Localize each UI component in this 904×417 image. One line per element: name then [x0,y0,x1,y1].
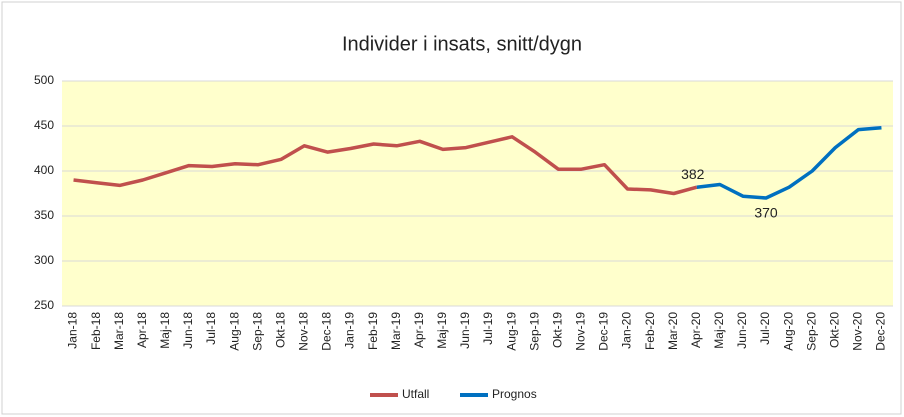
x-tick-label: Feb-18 [89,312,103,350]
x-tick-label: Maj-19 [435,312,449,349]
x-tick-label: Jul-18 [204,312,218,345]
legend-label: Utfall [402,387,429,401]
x-tick-label: Jun-20 [735,312,749,349]
x-tick-label: Okt-18 [273,312,287,348]
plot-area [62,81,893,306]
x-tick-label: Nov-18 [297,312,311,351]
x-tick-label: Apr-19 [412,312,426,348]
legend-label: Prognos [492,387,537,401]
y-tick-label: 500 [34,73,54,87]
x-tick-label: Dec-20 [874,312,888,351]
x-tick-label: Nov-20 [851,312,865,351]
x-tick-label: Okt-19 [550,312,564,348]
x-tick-label: Jun-19 [458,312,472,349]
x-tick-label: Feb-20 [643,312,657,350]
x-tick-label: Jan-18 [66,312,80,349]
x-tick-label: Jul-20 [758,312,772,345]
y-tick-label: 350 [34,208,54,222]
y-tick-label: 300 [34,253,54,267]
x-tick-label: Feb-19 [366,312,380,350]
x-tick-label: Jun-18 [181,312,195,349]
data-label: 382 [681,166,705,182]
y-tick-label: 450 [34,118,54,132]
series-line [73,135,698,196]
y-tick-label: 250 [34,298,54,312]
x-tick-label: Jan-19 [343,312,357,349]
x-tick-label: Okt-20 [827,312,841,348]
series-line [696,126,882,200]
x-tick-label: Dec-19 [597,312,611,351]
x-tick-label: Mar-20 [666,312,680,350]
x-tick-label: Sep-20 [804,312,818,351]
x-tick-label: Mar-19 [389,312,403,350]
chart-title: Individer i insats, snitt/dygn [342,33,582,55]
x-tick-label: Mar-18 [112,312,126,350]
y-tick-label: 400 [34,163,54,177]
x-tick-label: Jul-19 [481,312,495,345]
x-tick-label: Apr-20 [689,312,703,348]
x-tick-label: Aug-20 [781,312,795,351]
x-tick-label: Maj-20 [712,312,726,349]
x-tick-label: Aug-19 [504,312,518,351]
x-tick-label: Maj-18 [158,312,172,349]
x-tick-label: Aug-18 [227,312,241,351]
data-label: 370 [754,205,778,221]
x-tick-label: Nov-19 [574,312,588,351]
x-tick-label: Dec-18 [320,312,334,351]
x-tick-label: Sep-18 [250,312,264,351]
x-tick-label: Apr-18 [135,312,149,348]
x-tick-label: Sep-19 [527,312,541,351]
x-tick-label: Jan-20 [620,312,634,349]
